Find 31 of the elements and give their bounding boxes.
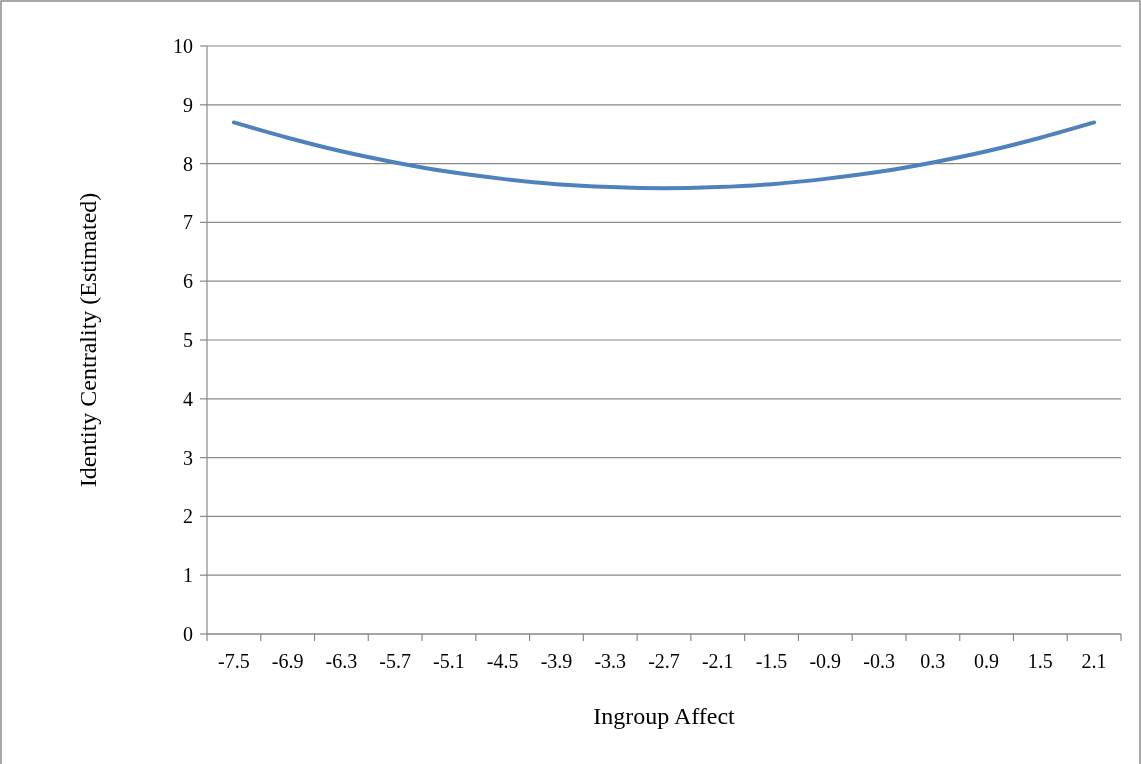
y-tick-label: 9 (183, 93, 193, 116)
y-tick-label: 4 (183, 387, 193, 410)
x-tick-label: 0.9 (974, 650, 1000, 672)
x-tick-label: -0.3 (863, 650, 895, 672)
x-tick-label: -6.3 (325, 650, 358, 672)
x-tick-label: -1.5 (755, 650, 788, 672)
y-tick-label: 5 (183, 329, 193, 351)
x-tick-label: -5.7 (379, 650, 412, 672)
line-series (231, 120, 1097, 191)
x-tick-label: -3.9 (540, 650, 573, 672)
y-axis-title: Identity Centrality (Estimated) (75, 192, 101, 488)
y-tick-label: 6 (183, 270, 193, 293)
y-tick-label: 1 (183, 564, 193, 587)
x-tick-label: -3.3 (594, 650, 627, 672)
y-tick-label: 10 (173, 35, 193, 57)
x-tick-label: -2.7 (648, 650, 680, 672)
y-tick-label: 2 (183, 505, 193, 528)
y-tick-label: 3 (183, 446, 193, 469)
x-tick-label: -7.5 (218, 650, 250, 672)
y-tick-label: 0 (183, 623, 193, 645)
x-tick-label: -5.1 (433, 650, 465, 672)
x-tick-label: 0.3 (920, 650, 946, 672)
x-tick-label: -0.9 (809, 650, 842, 672)
x-axis-title: Ingroup Affect (593, 703, 736, 729)
x-tick-label: 1.5 (1027, 650, 1053, 672)
y-tick-label: 8 (183, 152, 193, 175)
x-tick-label: -2.1 (701, 650, 734, 672)
x-tick-label: 2.1 (1081, 650, 1107, 672)
x-tick-label: -4.5 (486, 650, 519, 672)
y-tick-label: 7 (183, 211, 193, 234)
x-tick-label: -6.9 (271, 650, 304, 672)
